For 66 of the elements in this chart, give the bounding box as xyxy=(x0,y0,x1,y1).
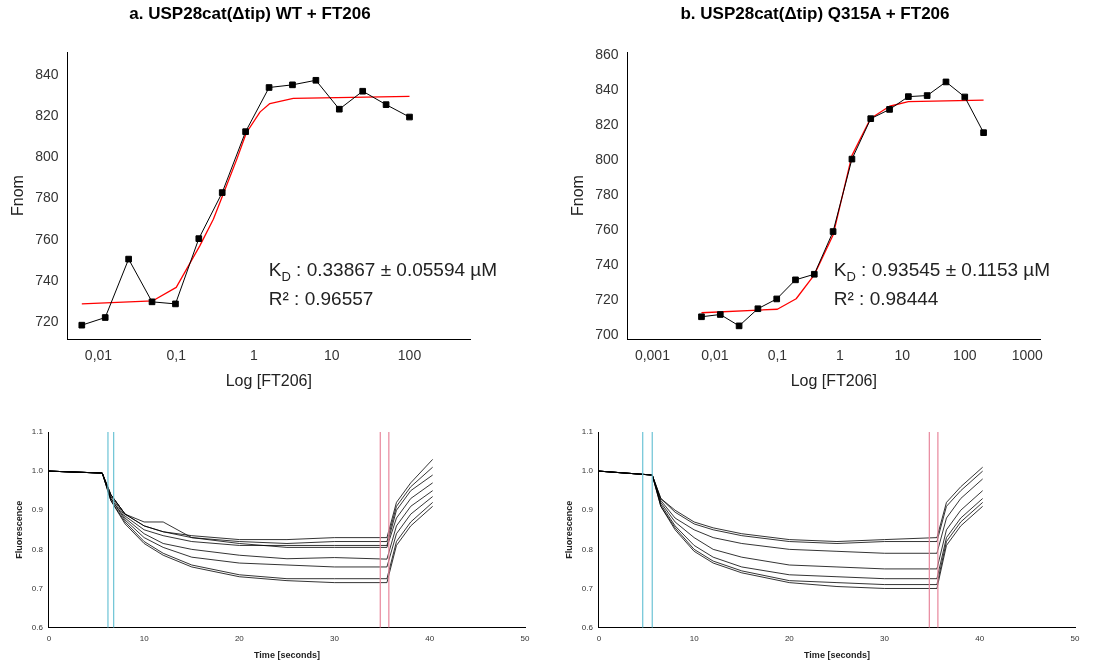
annotation: K$_{D}$ : 0.93545 ± 0.1153 µM xyxy=(833,259,1051,286)
y-tick-label: 0.7 xyxy=(31,583,44,593)
y-tick-label: 1.1 xyxy=(31,427,44,437)
y-tick-label: 740 xyxy=(35,272,59,289)
x-tick-label: 1 xyxy=(835,347,844,364)
y-tick-label: 0.6 xyxy=(581,622,594,632)
y-tick-label: 1.0 xyxy=(31,466,44,476)
x-axis-title: Log [FT206] xyxy=(790,371,877,389)
y-tick-label: 780 xyxy=(595,186,619,203)
annotation: K$_{D}$ : 0.33867 ± 0.05594 µM xyxy=(268,259,498,286)
y-tick-label: 740 xyxy=(595,256,619,273)
y-axis-title: Fluorescence xyxy=(563,500,574,559)
x-tick-label: 0 xyxy=(596,633,602,643)
x-tick-label: 100 xyxy=(397,347,422,364)
y-tick-label: 0.9 xyxy=(581,505,594,515)
x-tick-label: 40 xyxy=(975,633,985,643)
x-axis-title: Time [seconds] xyxy=(804,650,870,661)
y-axis-title: Fnom xyxy=(569,175,587,216)
x-tick-label: 50 xyxy=(1070,633,1080,643)
x-tick-label: 20 xyxy=(234,633,245,643)
y-axis-title: Fluorescence xyxy=(13,500,24,559)
y-tick-label: 800 xyxy=(35,148,59,165)
x-tick-label: 10 xyxy=(689,633,700,643)
y-tick-label: 760 xyxy=(595,221,619,238)
x-tick-label: 1000 xyxy=(1011,347,1044,364)
y-tick-label: 0.8 xyxy=(31,544,44,554)
y-tick-label: 0.9 xyxy=(31,505,44,515)
y-axis-title: Fnom xyxy=(9,175,27,216)
y-tick-label: 720 xyxy=(595,291,619,308)
x-tick-label: 30 xyxy=(880,633,890,643)
x-tick-label: 0,1 xyxy=(166,347,187,364)
y-tick-label: 0.8 xyxy=(581,544,594,554)
x-tick-label: 10 xyxy=(323,347,340,364)
x-tick-label: 40 xyxy=(425,633,435,643)
x-axis-title: Time [seconds] xyxy=(254,650,320,661)
y-tick-label: 860 xyxy=(595,46,619,63)
y-tick-label: 720 xyxy=(35,313,59,330)
annotation: R² : 0.98444 xyxy=(833,287,940,310)
y-tick-label: 1.1 xyxy=(581,427,594,437)
x-tick-label: 0,1 xyxy=(767,347,788,364)
chart-title: b. USP28cat(Δtip) Q315A + FT206 xyxy=(679,4,951,24)
x-tick-label: 0,01 xyxy=(701,347,729,364)
y-tick-label: 820 xyxy=(595,116,619,133)
y-tick-label: 1.0 xyxy=(581,466,594,476)
x-tick-label: 30 xyxy=(330,633,340,643)
x-tick-label: 0,01 xyxy=(84,347,113,364)
x-tick-label: 100 xyxy=(953,347,977,364)
y-tick-label: 800 xyxy=(595,151,619,168)
x-axis-title: Log [FT206] xyxy=(225,371,312,389)
annotation: R² : 0.96557 xyxy=(268,287,375,310)
y-tick-label: 780 xyxy=(35,189,59,206)
x-tick-label: 20 xyxy=(784,633,795,643)
y-tick-label: 0.7 xyxy=(581,583,594,593)
x-tick-label: 10 xyxy=(139,633,150,643)
x-tick-label: 0,001 xyxy=(634,347,671,364)
x-tick-label: 50 xyxy=(520,633,530,643)
y-tick-label: 840 xyxy=(35,65,59,82)
x-tick-label: 10 xyxy=(894,347,911,364)
x-tick-label: 0 xyxy=(46,633,52,643)
x-tick-label: 1 xyxy=(250,347,259,364)
chart-title: a. USP28cat(Δtip) WT + FT206 xyxy=(128,4,372,24)
y-tick-label: 700 xyxy=(595,326,619,343)
y-tick-label: 760 xyxy=(35,230,59,247)
y-tick-label: 0.6 xyxy=(31,622,44,632)
y-tick-label: 820 xyxy=(35,106,59,123)
y-tick-label: 840 xyxy=(595,81,619,98)
